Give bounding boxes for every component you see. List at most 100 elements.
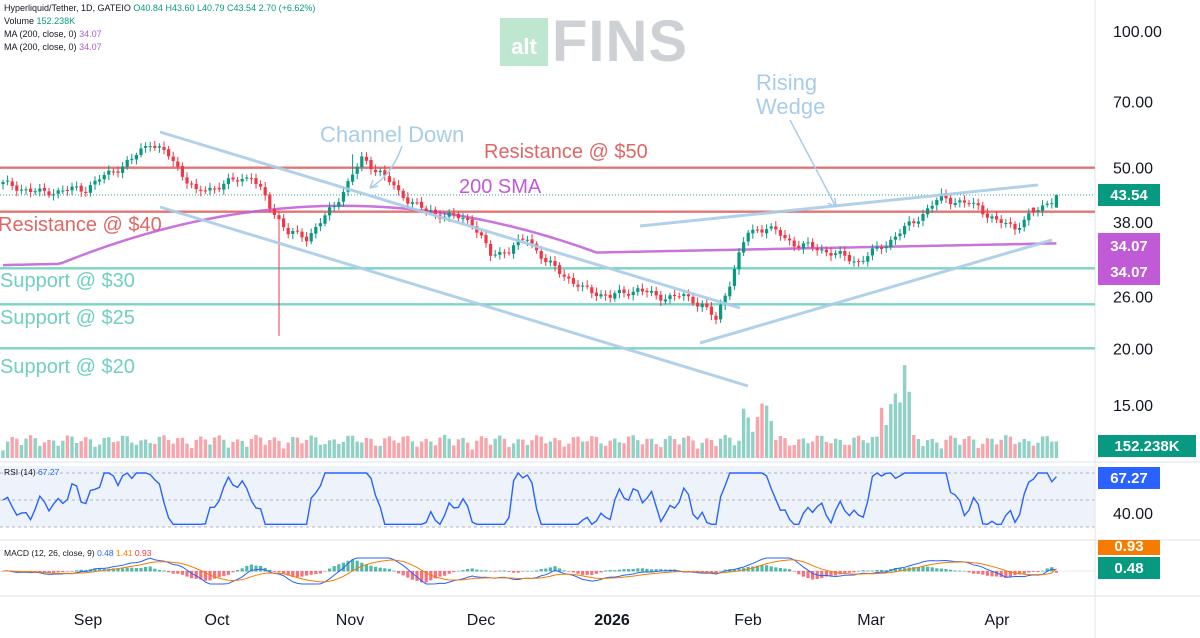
volume-bar-146 [672,439,677,458]
macd-hist-bar-202 [930,567,934,572]
candle-body-101 [466,218,470,221]
volume-bar-159 [732,445,737,458]
candle-body-61 [282,218,286,228]
volume-bar-17 [79,440,83,458]
rsi-label[interactable]: RSI (14) [4,467,36,477]
macd-hist-bar-75 [346,560,350,572]
volume-label[interactable]: Volume [4,16,35,26]
macd-hist-bar-140 [645,568,649,572]
volume-bar-96 [442,434,447,458]
candle-body-51 [236,180,240,182]
volume-bar-112 [516,439,520,458]
candle-body-20 [93,180,97,185]
macd-hist-bar-190 [875,570,879,572]
macd-hist-bar-21 [98,568,102,572]
candle-body-37 [171,156,175,162]
macd-hist-bar-94 [433,571,437,579]
candle-body-25 [116,171,120,173]
volume-bar-192 [884,424,888,458]
volume-bar-207 [953,437,957,458]
volume-bar-216 [994,444,999,458]
candle-body-213 [981,205,985,215]
volume-bar-134 [617,442,622,458]
volume-bar-144 [663,438,668,458]
volume-bar-215 [990,438,994,458]
volume-bar-117 [539,436,543,458]
candle-body-176 [811,242,815,248]
macd-hist-bar-207 [953,570,957,572]
annotation-channel-arrow [369,145,403,189]
candle-body-31 [144,146,148,148]
annotation-200-sma: 200 SMA [459,176,542,198]
volume-bar-228 [1050,441,1054,458]
volume-bar-174 [801,438,806,458]
volume-bar-214 [985,438,990,458]
candle-body-98 [452,213,456,215]
macd-hist-bar-163 [751,566,755,572]
volume-bar-167 [769,420,773,458]
macd-hist-bar-178 [820,571,824,579]
macd-hist-bar-131 [604,570,608,572]
candle-body-154 [709,306,713,315]
macd-label[interactable]: MACD (12, 26, close, 9) [4,548,95,558]
candle-body-195 [898,233,902,237]
volume-bar-46 [212,437,217,458]
volume-bar-227 [1045,436,1049,458]
volume-bar-98 [452,445,456,458]
volume-bar-70 [323,444,327,458]
candle-body-182 [838,250,842,254]
volume-bar-63 [291,436,295,458]
macd-hist-bar-103 [475,569,479,572]
volume-bar-129 [594,436,599,458]
candle-body-87 [401,190,405,199]
volume-bar-114 [525,444,530,458]
volume-bar-170 [783,438,787,458]
macd-hist-bar-70 [323,571,327,572]
volume-bar-65 [300,443,304,458]
volume-bar-31 [143,439,148,458]
macd-hist-bar-10 [47,571,51,574]
volume-bar-123 [567,443,571,458]
symbol-title[interactable]: Hyperliquid/Tether, 1D, GATEIO [4,3,131,13]
macd-hist-bar-89 [410,571,414,580]
volume-bar-218 [1004,435,1008,458]
candle-body-97 [447,212,451,217]
candle-body-166 [765,229,769,234]
macd-hist-bar-189 [870,570,874,572]
macd-hist-bar-174 [801,571,805,577]
volume-bar-9 [42,442,47,458]
macd-hist-bar-111 [512,571,516,573]
macd-hist-bar-72 [332,566,336,572]
macd-hist-bar-96 [443,571,447,576]
macd-hist-bar-20 [93,568,97,572]
macd-hist-bar-0 [1,571,5,572]
macd-hist-bar-66 [305,571,309,576]
volume-bar-176 [810,441,815,458]
macd-hist-bar-54 [249,564,253,572]
candle-body-180 [829,252,833,256]
macd-hist-bar-179 [824,571,828,577]
macd-hist-bar-205 [944,569,948,572]
candle-body-221 [1018,227,1022,230]
macd-hist-bar-46 [213,571,217,579]
volume-bar-196 [902,365,907,458]
macd-hist-bar-185 [852,571,856,573]
macd-hist-bar-100 [461,570,465,572]
volume-bar-103 [475,440,479,458]
volume-bar-51 [235,439,240,458]
candle-body-183 [843,251,847,256]
volume-bar-125 [576,436,580,458]
ohlc-close: C43.54 [227,3,257,13]
candle-body-132 [608,294,612,298]
ma1-label[interactable]: MA (200, close, 0) [4,29,77,39]
candle-body-69 [318,223,322,227]
macd-hist-bar-192 [884,570,888,572]
time-tick-label-6: Mar [857,612,885,629]
macd-signal-line [2,559,1057,583]
level-label-0: Resistance @ $50 [484,141,648,163]
volume-bar-221 [1017,442,1022,458]
candle-body-220 [1013,223,1017,230]
volume-bar-68 [314,437,318,458]
ma2-label[interactable]: MA (200, close, 0) [4,42,77,52]
